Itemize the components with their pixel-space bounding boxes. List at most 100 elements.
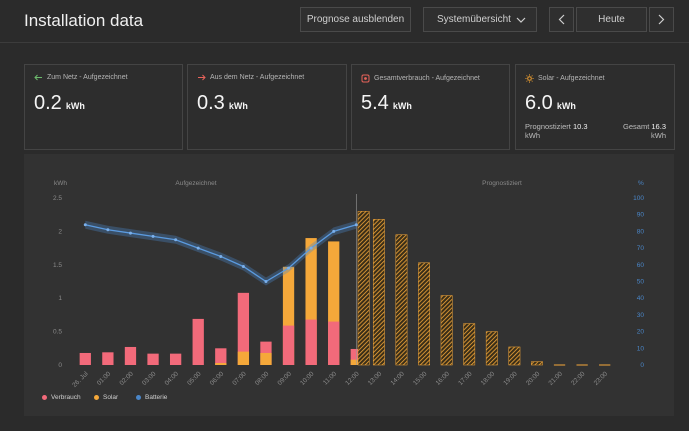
solar-forecast-bar xyxy=(485,331,498,366)
battery-point xyxy=(83,223,87,227)
y-tick-label: 2 xyxy=(58,228,62,235)
legend-verbrauch[interactable]: Verbrauch xyxy=(42,394,81,401)
x-tick-label: 08:00 xyxy=(254,370,271,387)
x-tick-label: 16:00 xyxy=(435,370,452,387)
x-tick-label: 03:00 xyxy=(141,370,158,387)
card-label: Solar - Aufgezeichnet xyxy=(538,75,605,82)
right-axis-label: % xyxy=(638,180,644,187)
date-today-button[interactable]: Heute xyxy=(576,7,647,32)
y2-tick-label: 90 xyxy=(637,212,645,219)
y-tick-label: 1.5 xyxy=(53,262,62,269)
solar-bar xyxy=(328,241,340,365)
chevron-right-icon xyxy=(658,14,665,25)
y2-tick-label: 60 xyxy=(637,262,645,269)
arrow-right-icon xyxy=(198,74,206,81)
solar-bar xyxy=(305,238,317,365)
legend-batterie[interactable]: Batterie xyxy=(136,394,167,401)
y2-tick-label: 100 xyxy=(633,195,644,202)
y-tick-label: 0.5 xyxy=(53,329,62,336)
chevron-down-icon xyxy=(516,17,526,23)
consumption-bar xyxy=(79,352,91,365)
x-tick-label: 21:00 xyxy=(547,370,564,387)
legend-dot xyxy=(136,395,141,400)
solar-forecast-bar xyxy=(418,262,430,366)
solar-bar xyxy=(215,362,227,365)
legend-label: Batterie xyxy=(145,394,168,401)
x-tick-label: 10:00 xyxy=(299,370,316,387)
solar-forecast-bar xyxy=(508,346,521,366)
x-tick-label: 14:00 xyxy=(389,370,406,387)
battery-point xyxy=(174,238,178,242)
battery-point xyxy=(219,254,223,258)
y-tick-label: 2.5 xyxy=(53,195,62,202)
card-value: 6.0 kWh xyxy=(525,92,576,114)
solar-forecast-bar xyxy=(463,323,476,366)
battery-point xyxy=(287,266,291,270)
x-tick-label: 05:00 xyxy=(186,370,203,387)
solar-forecast-bar xyxy=(395,234,408,366)
legend-dot xyxy=(94,395,99,400)
consumption-bar xyxy=(305,319,317,365)
forecast-info: Prognostiziert 10.3 kWh xyxy=(525,122,588,140)
x-tick-label: 23:00 xyxy=(593,370,610,387)
consumption-bar xyxy=(192,318,204,365)
prev-date-button[interactable] xyxy=(549,7,574,32)
x-tick-label: 04:00 xyxy=(164,370,181,387)
solar-bar xyxy=(260,352,272,365)
x-tick-label: 12:00 xyxy=(344,370,361,387)
battery-point xyxy=(309,246,313,250)
consumption-bar xyxy=(147,353,159,365)
view-select[interactable]: Systemübersicht xyxy=(423,7,537,32)
y2-tick-label: 80 xyxy=(637,228,645,235)
battery-point xyxy=(128,231,132,235)
forecast-toggle-button[interactable]: Prognose ausblenden xyxy=(300,7,411,32)
battery-point xyxy=(264,280,268,283)
solar-bar xyxy=(282,266,295,365)
x-tick-label: 02:00 xyxy=(118,370,135,387)
consumption-bar xyxy=(282,325,295,365)
legend-dot xyxy=(42,395,47,400)
y2-tick-label: 10 xyxy=(637,345,645,352)
card-value: 0.3 kWh xyxy=(197,92,248,114)
solar-forecast-bar xyxy=(372,219,385,366)
battery-point xyxy=(241,264,245,268)
x-tick-label: 26. Jul xyxy=(71,370,90,389)
consumption-icon xyxy=(361,74,370,83)
next-date-button[interactable] xyxy=(649,7,674,32)
solar-forecast-bar xyxy=(531,361,543,366)
x-tick-label: 15:00 xyxy=(412,370,429,387)
x-tick-label: 01:00 xyxy=(96,370,113,387)
legend-label: Solar xyxy=(103,394,119,401)
legend-solar[interactable]: Solar xyxy=(94,394,118,401)
forecast-label: Prognostiziert xyxy=(482,180,522,187)
x-tick-label: 19:00 xyxy=(502,370,519,387)
card-total-consumption: Gesamtverbrauch - Aufgezeichnet 5.4 kWh xyxy=(351,64,510,150)
battery-point xyxy=(151,234,155,238)
card-solar: Solar - Aufgezeichnet 6.0 kWh Prognostizi… xyxy=(515,64,675,150)
y2-tick-label: 30 xyxy=(637,312,645,319)
x-tick-label: 11:00 xyxy=(322,370,338,386)
recorded-label: Aufgezeichnet xyxy=(175,180,216,187)
legend-label: Verbrauch xyxy=(51,394,81,401)
sun-icon xyxy=(525,74,534,83)
card-unit: kWh xyxy=(392,101,412,111)
y2-tick-label: 0 xyxy=(640,362,644,369)
total-info: Gesamt 16.3 kWh xyxy=(623,122,666,140)
x-tick-label: 07:00 xyxy=(231,370,248,387)
y-tick-label: 1 xyxy=(58,295,62,302)
x-tick-label: 20:00 xyxy=(525,370,542,387)
x-tick-label: 18:00 xyxy=(480,370,497,387)
x-tick-label: 09:00 xyxy=(276,370,293,387)
card-label: Zum Netz - Aufgezeichnet xyxy=(47,74,128,81)
solar-forecast-bar xyxy=(357,211,370,366)
solar-bar xyxy=(237,351,250,365)
battery-point xyxy=(196,246,200,250)
consumption-bar xyxy=(237,292,250,365)
x-tick-label: 06:00 xyxy=(209,370,226,387)
card-unit: kWh xyxy=(65,101,85,111)
solar-forecast-bar xyxy=(440,295,453,366)
card-to-grid: Zum Netz - Aufgezeichnet 0.2 kWh xyxy=(24,64,183,150)
y2-tick-label: 40 xyxy=(637,295,645,302)
consumption-bar xyxy=(169,353,182,365)
consumption-bar xyxy=(328,321,340,365)
